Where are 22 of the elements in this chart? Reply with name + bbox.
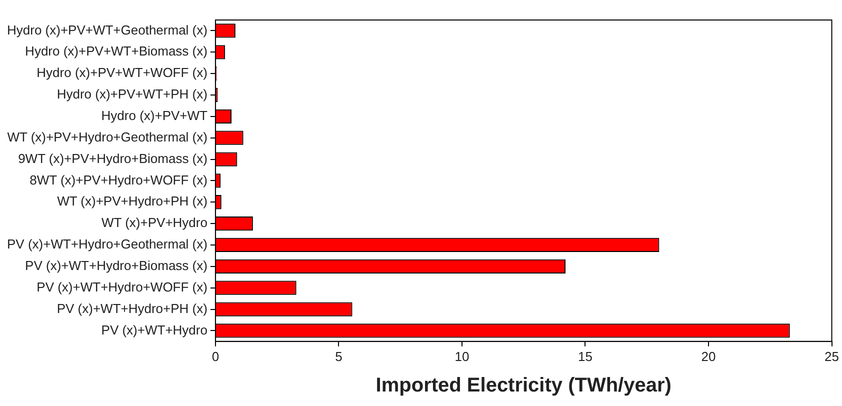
x-tick-label: 20 — [701, 348, 716, 364]
y-tick-label: WT (x)+PV+Hydro — [102, 215, 208, 230]
x-tick-label: 10 — [454, 348, 470, 364]
y-tick-label: 9WT (x)+PV+Hydro+Biomass (x) — [18, 150, 208, 166]
y-tick-label: PV (x)+WT+Hydro+Biomass (x) — [25, 258, 208, 273]
x-tick-label: 25 — [824, 348, 840, 364]
x-tick-label: 0 — [212, 348, 220, 364]
x-tick-label: 5 — [335, 348, 342, 364]
y-tick-label: 8WT (x)+PV+Hydro+WOFF (x) — [30, 172, 208, 188]
y-tick-label: WT (x)+PV+Hydro+Geothermal (x) — [7, 129, 208, 144]
y-tick-label: Hydro (x)+PV+WT — [101, 108, 208, 123]
y-tick-label: PV (x)+WT+Hydro+PH (x) — [56, 300, 208, 316]
y-tick-label: Hydro (x)+PV+WT+PH (x) — [56, 86, 208, 102]
y-tick-label: Hydro (x)+PV+WT+WOFF (x) — [36, 65, 208, 80]
y-tick-label: PV (x)+WT+Hydro — [101, 322, 208, 338]
y-tick-label: PV (x)+WT+Hydro+Geothermal (x) — [6, 236, 208, 252]
x-tick-label: 15 — [578, 348, 592, 364]
y-tick-label: PV (x)+WT+Hydro+WOFF (x) — [36, 279, 208, 294]
y-tick-label: WT (x)+PV+Hydro+PH (x) — [57, 194, 208, 209]
x-axis-title: Imported Electricity (TWh/year) — [376, 374, 672, 397]
y-tick-label: Hydro (x)+PV+WT+Geothermal (x) — [6, 22, 208, 38]
y-tick-label: Hydro (x)+PV+WT+Biomass (x) — [25, 44, 208, 59]
